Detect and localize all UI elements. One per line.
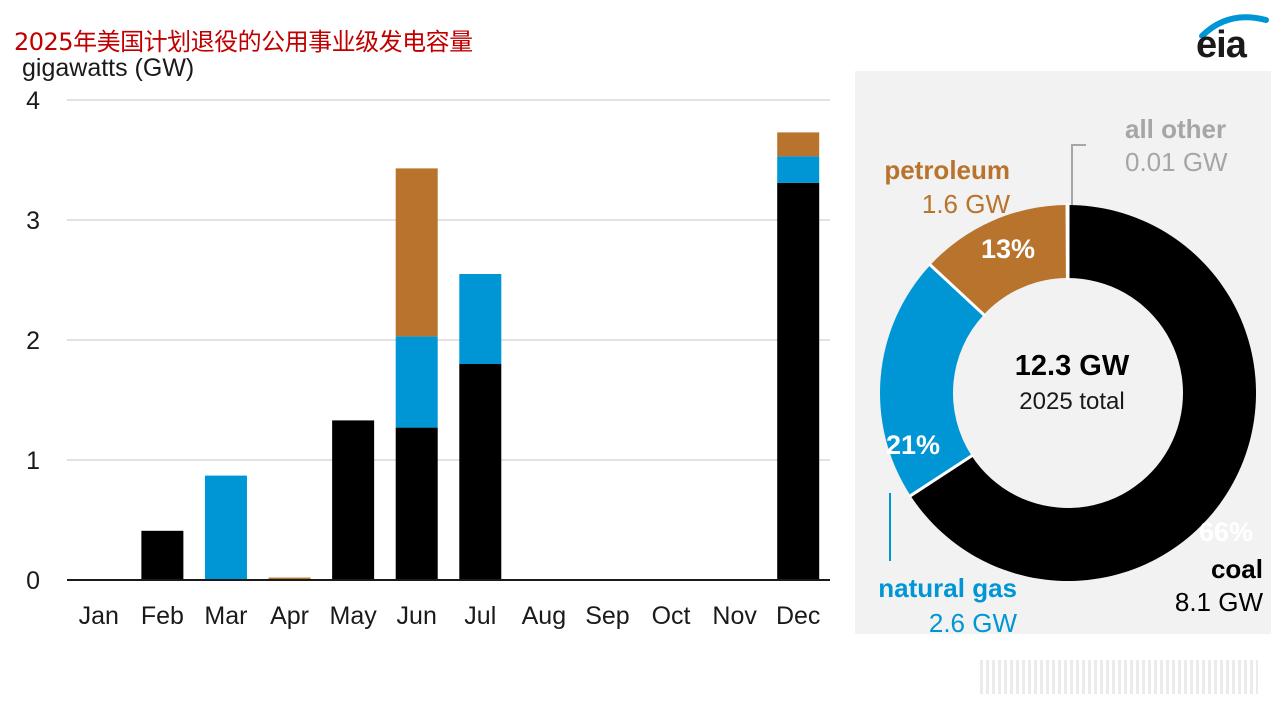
y-axis-label: gigawatts (GW) [22,54,194,82]
bar-coal-feb [141,530,184,580]
y-tick-label: 3 [26,207,40,235]
y-tick-label: 0 [26,567,40,595]
x-tick-label: Nov [712,602,757,630]
bar-natural-gas-jun [395,336,438,428]
category-name-petroleum: petroleum [884,155,1010,185]
x-tick-label: Apr [270,602,309,630]
center-total-value: 12.3 GW [1015,350,1130,382]
percent-label-petroleum: 13% [981,234,1035,264]
bar-coal-dec [777,182,820,581]
x-tick-label: Mar [204,602,247,630]
x-tick-label: Jun [397,602,437,630]
percent-label-coal: 66% [1199,517,1253,547]
x-tick-label: Aug [522,602,566,630]
footer-watermark [980,660,1258,694]
x-tick-label: May [330,602,378,630]
logo-arc-icon [1199,14,1269,38]
bar-coal-jun [395,427,438,580]
bar-petroleum-apr [268,577,311,580]
x-tick-label: Oct [652,602,691,630]
leader-line-all-other [1071,144,1086,205]
percent-label-natural-gas: 21% [886,430,940,460]
chart-title: 2025年美国计划退役的公用事业级发电容量 [14,28,473,56]
bar-petroleum-jun [395,168,438,337]
category-value-natural-gas: 2.6 GW [929,608,1018,634]
logo-text: eia [1196,24,1247,66]
bar-coal-jul [459,364,502,580]
slice-separator [927,262,987,318]
bar-petroleum-dec [777,132,820,157]
category-value-coal: 8.1 GW [1175,587,1264,617]
category-name-natural-gas: natural gas [878,573,1017,603]
x-tick-label: Feb [141,602,184,630]
x-tick-label: Sep [585,602,629,630]
y-tick-label: 1 [26,447,40,475]
x-tick-label: Dec [776,602,820,630]
x-tick-label: Jul [464,602,496,630]
x-tick-label: Jan [79,602,119,630]
y-tick-label: 2 [26,327,40,355]
bar-coal-may [332,420,375,580]
category-value-all-other: 0.01 GW [1125,147,1228,177]
bar-natural-gas-jul [459,274,502,364]
bar-chart: gigawatts (GW) 0 1 2 3 4 Jan Feb Mar Apr May Jun Jul… [22,54,830,630]
donut-slice-petroleum [930,205,1068,315]
bar-natural-gas-mar [204,475,247,580]
donut-slice-coal [910,205,1256,581]
category-name-all-other: all other [1125,114,1226,144]
eia-logo: eia [1196,8,1270,66]
y-tick-label: 4 [26,87,40,115]
category-name-coal: coal [1211,554,1263,584]
category-value-petroleum: 1.6 GW [922,189,1011,219]
center-total-label: 2025 total [1019,388,1124,415]
slice-separator [908,453,975,499]
bar-natural-gas-dec [777,156,820,183]
donut-slice-natural-gas [880,264,984,496]
